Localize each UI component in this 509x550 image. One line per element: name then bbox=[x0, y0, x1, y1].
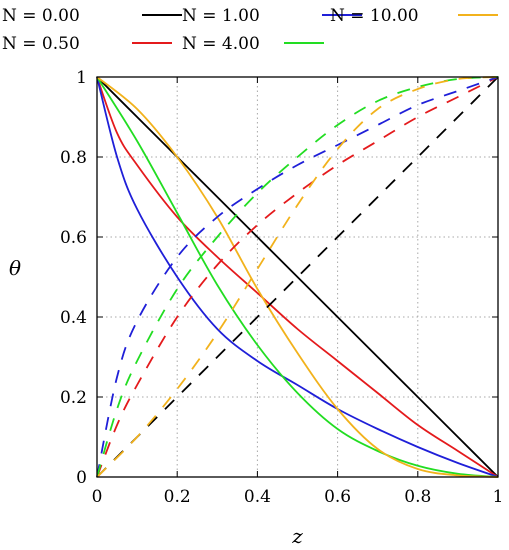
x-tick-label: 0.2 bbox=[164, 487, 191, 507]
y-tick-label: 0.8 bbox=[60, 148, 87, 168]
series-line-solid bbox=[96, 76, 499, 478]
legend-label: N = 4.00 bbox=[182, 34, 260, 54]
y-axis-label: θ bbox=[9, 256, 21, 280]
series-line-dashed bbox=[96, 76, 499, 478]
series-line-solid bbox=[96, 76, 499, 478]
legend-label: N = 0.00 bbox=[2, 6, 80, 26]
x-tick-label: 0.8 bbox=[404, 487, 431, 507]
legend-label: N = 1.00 bbox=[182, 6, 260, 26]
series-line-dashed bbox=[96, 76, 499, 478]
y-tick-label: 0.4 bbox=[60, 308, 87, 328]
y-tick-label: 0 bbox=[76, 468, 87, 488]
x-tick-label: 0.6 bbox=[324, 487, 351, 507]
y-tick-label: 0.2 bbox=[60, 388, 87, 408]
x-tick-label: 0 bbox=[92, 487, 103, 507]
series-layer bbox=[96, 76, 499, 478]
series-line-solid bbox=[96, 76, 499, 478]
series-line-dashed bbox=[96, 76, 499, 478]
legend: N = 0.00 N = 0.50 N = 1.00 N = 4.00 N = 10.0… bbox=[2, 6, 498, 54]
plot-frame bbox=[96, 76, 499, 478]
legend-label: N = 10.00 bbox=[330, 6, 419, 26]
x-axis-label: z bbox=[291, 524, 303, 548]
x-tick-label: 1 bbox=[493, 487, 504, 507]
legend-label: N = 0.50 bbox=[2, 34, 80, 54]
y-tick-label: 0.6 bbox=[60, 228, 87, 248]
y-tick-label: 1 bbox=[76, 68, 87, 88]
series-line-solid bbox=[96, 76, 499, 478]
series-line-dashed bbox=[96, 76, 499, 478]
series-line-solid bbox=[96, 76, 499, 478]
x-tick-label: 0.4 bbox=[244, 487, 271, 507]
ticks: 0 0.2 0.4 0.6 0.8 1 0 0.2 0.4 0.6 0.8 1 bbox=[60, 68, 503, 507]
